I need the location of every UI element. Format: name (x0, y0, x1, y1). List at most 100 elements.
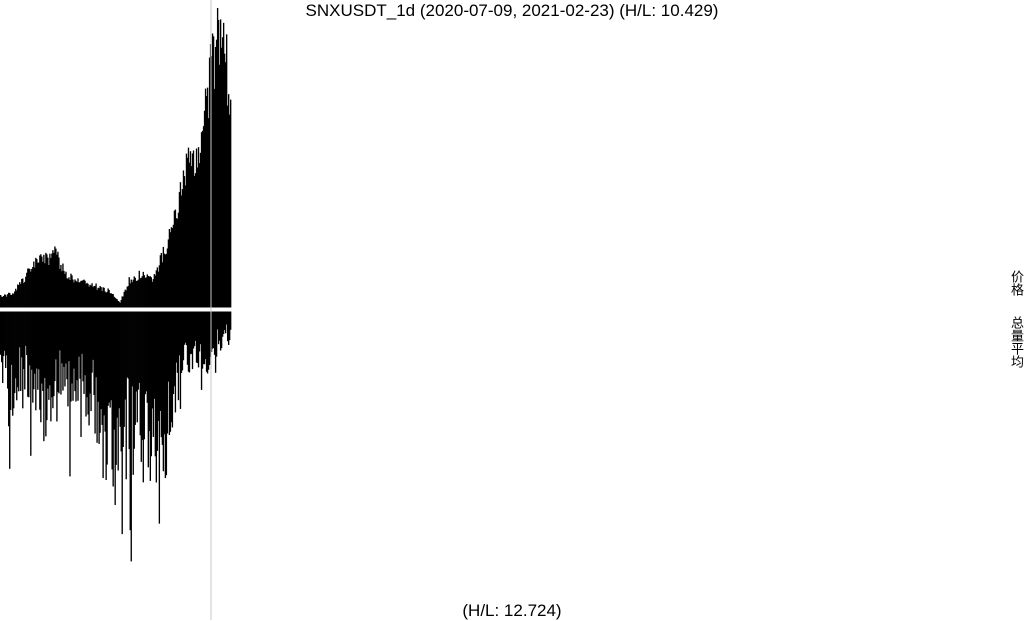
price-bar (34, 267, 36, 308)
price-bar (98, 288, 100, 308)
price-bar (210, 56, 213, 308)
volume-bar (226, 311, 229, 342)
volume-bar (99, 311, 101, 433)
volume-bar (168, 311, 171, 435)
price-bar (122, 296, 124, 308)
volume-bar (109, 311, 111, 408)
price-bar (147, 275, 149, 308)
volume-bar (64, 311, 66, 387)
price-bar (127, 286, 129, 308)
price-bar (64, 273, 66, 308)
volume-bar (178, 311, 181, 356)
price-bar (69, 280, 71, 308)
volume-bar (101, 311, 103, 425)
volume-bar (163, 311, 166, 435)
price-bar (43, 254, 45, 308)
price-bar (213, 88, 216, 308)
volume-bar (152, 311, 155, 437)
volume-bar (132, 311, 134, 475)
volume-bar (18, 311, 20, 392)
price-bar (170, 227, 173, 308)
volume-bar (165, 311, 168, 476)
volume-bar (2, 311, 4, 384)
volume-bar (120, 311, 122, 452)
volume-bar (22, 311, 24, 409)
price-bar (7, 294, 9, 308)
volume-bar (195, 311, 198, 363)
price-bar (18, 285, 20, 308)
volume-bar (27, 311, 29, 397)
price-bar (176, 218, 179, 308)
price-bar (145, 277, 147, 308)
volume-bar (150, 311, 152, 457)
volume-bar (81, 311, 83, 354)
price-bar (221, 37, 224, 308)
volume-bar (148, 311, 150, 432)
price-bar (115, 298, 117, 308)
price-bar (51, 253, 53, 308)
price-bar (14, 291, 16, 308)
price-bar (53, 252, 55, 308)
price-bar (175, 218, 178, 308)
price-bar (47, 257, 49, 308)
price-bar (31, 268, 33, 308)
volume-bar (125, 311, 127, 480)
volume-bar (92, 311, 94, 360)
price-bar (75, 280, 77, 308)
volume-bar (15, 311, 17, 379)
price-bar (105, 292, 107, 308)
volume-bar (105, 311, 107, 480)
price-bar (49, 253, 51, 308)
volume-bar (50, 311, 52, 422)
price-bar (211, 33, 214, 308)
price-bar (214, 46, 217, 308)
price-bar (57, 251, 59, 308)
volume-side-label: 总量平均 (1008, 316, 1023, 368)
volume-bar (58, 311, 60, 394)
price-bar (77, 278, 79, 308)
price-bar (101, 290, 103, 308)
volume-bar (34, 311, 36, 374)
volume-bar (117, 311, 119, 471)
volume-bar (175, 311, 178, 363)
volume-bar (46, 311, 48, 421)
volume-bar (228, 311, 231, 341)
price-bar (6, 296, 8, 308)
price-bar (54, 246, 56, 308)
volume-bar (71, 311, 73, 384)
price-bar (15, 288, 17, 308)
price-bar (212, 36, 215, 308)
volume-bar (69, 311, 71, 477)
volume-bar (219, 311, 222, 351)
price-bar (190, 166, 193, 308)
price-bar (172, 224, 175, 308)
price-bar (21, 278, 23, 308)
volume-bar (119, 311, 121, 427)
price-bar (193, 175, 196, 308)
price-bar (16, 290, 18, 308)
price-bar (33, 261, 35, 308)
volume-bar (29, 311, 31, 366)
price-bar (73, 282, 75, 308)
price-bar (199, 152, 202, 308)
volume-bar (93, 311, 95, 395)
price-bar (110, 293, 112, 308)
volume-bar (32, 311, 34, 403)
price-bar (174, 209, 177, 308)
price-bar (177, 212, 180, 308)
price-bar (40, 254, 42, 308)
volume-bar (187, 311, 190, 372)
volume-bar (1, 311, 3, 363)
volume-bar (76, 311, 78, 381)
price-bar (19, 282, 21, 308)
price-bar (158, 265, 161, 308)
price-bar (112, 293, 114, 308)
price-series (0, 8, 232, 308)
price-bar (66, 278, 68, 308)
price-bar (162, 246, 165, 308)
price-bar (182, 170, 185, 308)
price-bar (135, 280, 137, 308)
volume-bar (161, 311, 164, 445)
price-bar (25, 276, 27, 308)
price-bar (189, 151, 192, 308)
